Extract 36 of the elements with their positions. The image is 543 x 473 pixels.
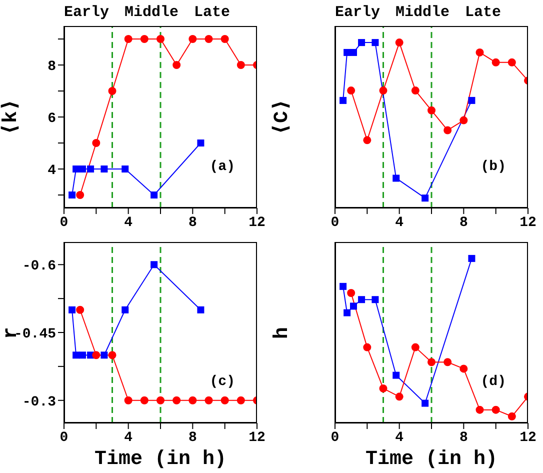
text: Middle [395,4,450,21]
x-tick-label: 8 [188,430,197,446]
x-tick-label: 4 [124,214,133,231]
text: Middle [124,4,178,21]
x-tick-label: 12 [248,430,266,446]
text: Early [335,4,380,21]
x-tick-label: 8 [459,430,468,446]
annotation: (c) [210,374,235,390]
x-axis-title: Time (in h) [365,448,498,471]
x-tick-label: 12 [520,214,536,231]
x-tick-label: 8 [188,214,197,231]
x-tick-label: 4 [395,214,404,231]
x-tick-label: 12 [520,430,536,446]
y-tick-label: -0.6 [22,258,56,275]
annotation: (b) [480,158,506,175]
x-tick-label: 0 [60,430,68,446]
y-tick-label: 6 [48,110,56,127]
text: Late [464,4,501,21]
x-tick-label: 0 [330,430,340,446]
text: Late [194,4,230,21]
x-tick-label: 4 [395,430,404,446]
y-tick-label: 4 [48,162,56,179]
y-axis-title: ⟨k⟩ [0,98,23,136]
annotation: (a) [210,158,235,175]
x-tick-label: 0 [330,214,340,231]
annotation: (d) [480,374,506,390]
text: Early [64,4,110,21]
x-tick-label: 8 [459,214,468,231]
x-tick-label: 4 [124,430,133,446]
y-tick-label: 8 [48,58,56,75]
x-tick-label: 0 [60,214,68,231]
y-axis-title: h [271,326,294,339]
x-axis-title: Time (in h) [94,448,227,471]
y-axis-title: ⟨C⟩ [271,98,294,136]
y-tick-label: -0.3 [22,394,56,410]
x-tick-label: 12 [248,214,266,231]
